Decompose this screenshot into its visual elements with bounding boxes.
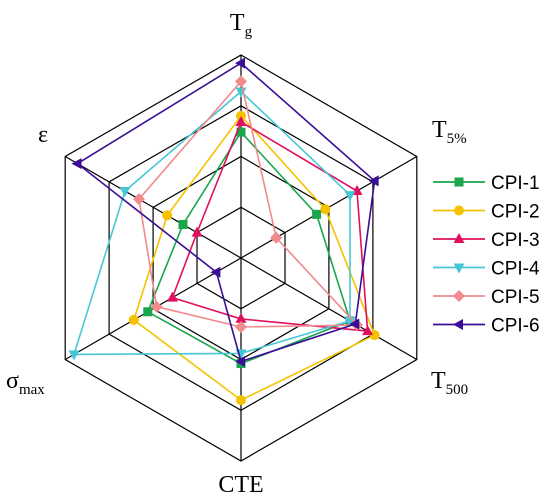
legend-marker [453,319,463,330]
legend-marker [453,233,465,243]
data-point-CPI-3-3 [235,312,247,323]
data-point-CPI-2-0 [236,110,246,121]
data-point-CPI-6-3 [235,356,245,368]
data-point-CPI-4-4 [68,350,80,361]
data-point-CPI-3-0 [235,115,247,126]
data-point-CPI-5-0 [235,75,247,88]
series-CPI-3 [166,115,374,336]
legend-item-CPI-4: CPI-4 [433,259,540,280]
legend-marker [453,290,465,302]
axis-label-main: CTE [218,472,263,496]
data-point-CPI-5-5 [133,193,146,206]
axis-label-sub: 500 [446,382,469,398]
axis-label-main: σ [6,368,19,394]
data-point-CPI-3-4 [166,291,178,302]
legend-marker [453,263,465,274]
legend-item-CPI-5: CPI-5 [433,287,540,308]
radar-series [68,57,380,406]
spoke-5 [64,155,242,259]
data-point-CPI-3-2 [362,325,374,336]
axis-label-main: T [431,368,446,394]
axis-label-4: σmax [6,368,45,398]
data-point-CPI-5-4 [150,300,163,313]
data-point-CPI-2-3 [236,395,246,406]
data-point-CPI-1-1 [312,209,322,219]
data-point-CPI-1-0 [236,127,246,137]
axis-label-1: T5% [432,117,467,147]
series-line-CPI-6 [76,62,376,363]
legend-item-CPI-2: CPI-2 [433,202,540,223]
data-point-CPI-3-5 [191,226,203,237]
data-point-CPI-6-4 [210,266,221,278]
axis-label-main: T [230,10,245,36]
data-point-CPI-1-4 [143,307,153,317]
series-line-CPI-4 [72,90,351,356]
legend-item-CPI-6: CPI-6 [433,316,540,337]
legend-label: CPI-6 [491,316,540,337]
spoke-2 [240,257,418,361]
axis-label-main: ε [38,122,48,148]
data-point-CPI-6-2 [349,318,360,330]
data-point-CPI-2-2 [369,330,380,341]
axis-label-sub: 5% [447,131,467,147]
legend-item-CPI-3: CPI-3 [433,230,540,251]
series-CPI-5 [133,75,364,334]
data-point-CPI-2-4 [128,314,139,325]
legend-marker [454,205,464,216]
legend: CPI-1 CPI-2 CPI-3 CPI-4 CPI-5 CPI-6 [433,173,540,337]
series-CPI-4 [68,87,356,361]
data-point-CPI-5-1 [270,231,283,244]
data-point-CPI-2-5 [162,210,173,221]
legend-item-CPI-1: CPI-1 [433,173,540,194]
axis-label-sub: max [19,382,45,398]
data-point-CPI-4-1 [344,191,356,202]
series-CPI-6 [71,57,379,368]
data-point-CPI-5-3 [235,321,247,334]
legend-label: CPI-3 [491,230,540,251]
series-line-CPI-3 [171,120,369,332]
data-point-CPI-4-5 [119,187,131,198]
legend-label: CPI-4 [491,259,540,280]
data-point-CPI-2-1 [320,204,331,215]
series-CPI-1 [143,127,355,369]
axis-label-2: T500 [431,368,468,398]
data-point-CPI-6-5 [71,158,82,170]
legend-label: CPI-1 [491,173,540,194]
axis-label-0: Tg [230,10,253,40]
legend-label: CPI-5 [491,287,540,308]
axis-label-sub: g [245,24,253,40]
data-point-CPI-6-0 [235,57,245,69]
data-point-CPI-1-5 [178,220,188,230]
axis-label-main: T [432,117,447,143]
axis-label-3: CTE [218,472,263,496]
series-CPI-2 [128,110,380,406]
data-point-CPI-6-1 [368,175,379,187]
axis-label-5: ε [38,122,48,148]
legend-marker [454,177,464,187]
legend-label: CPI-2 [491,202,540,223]
